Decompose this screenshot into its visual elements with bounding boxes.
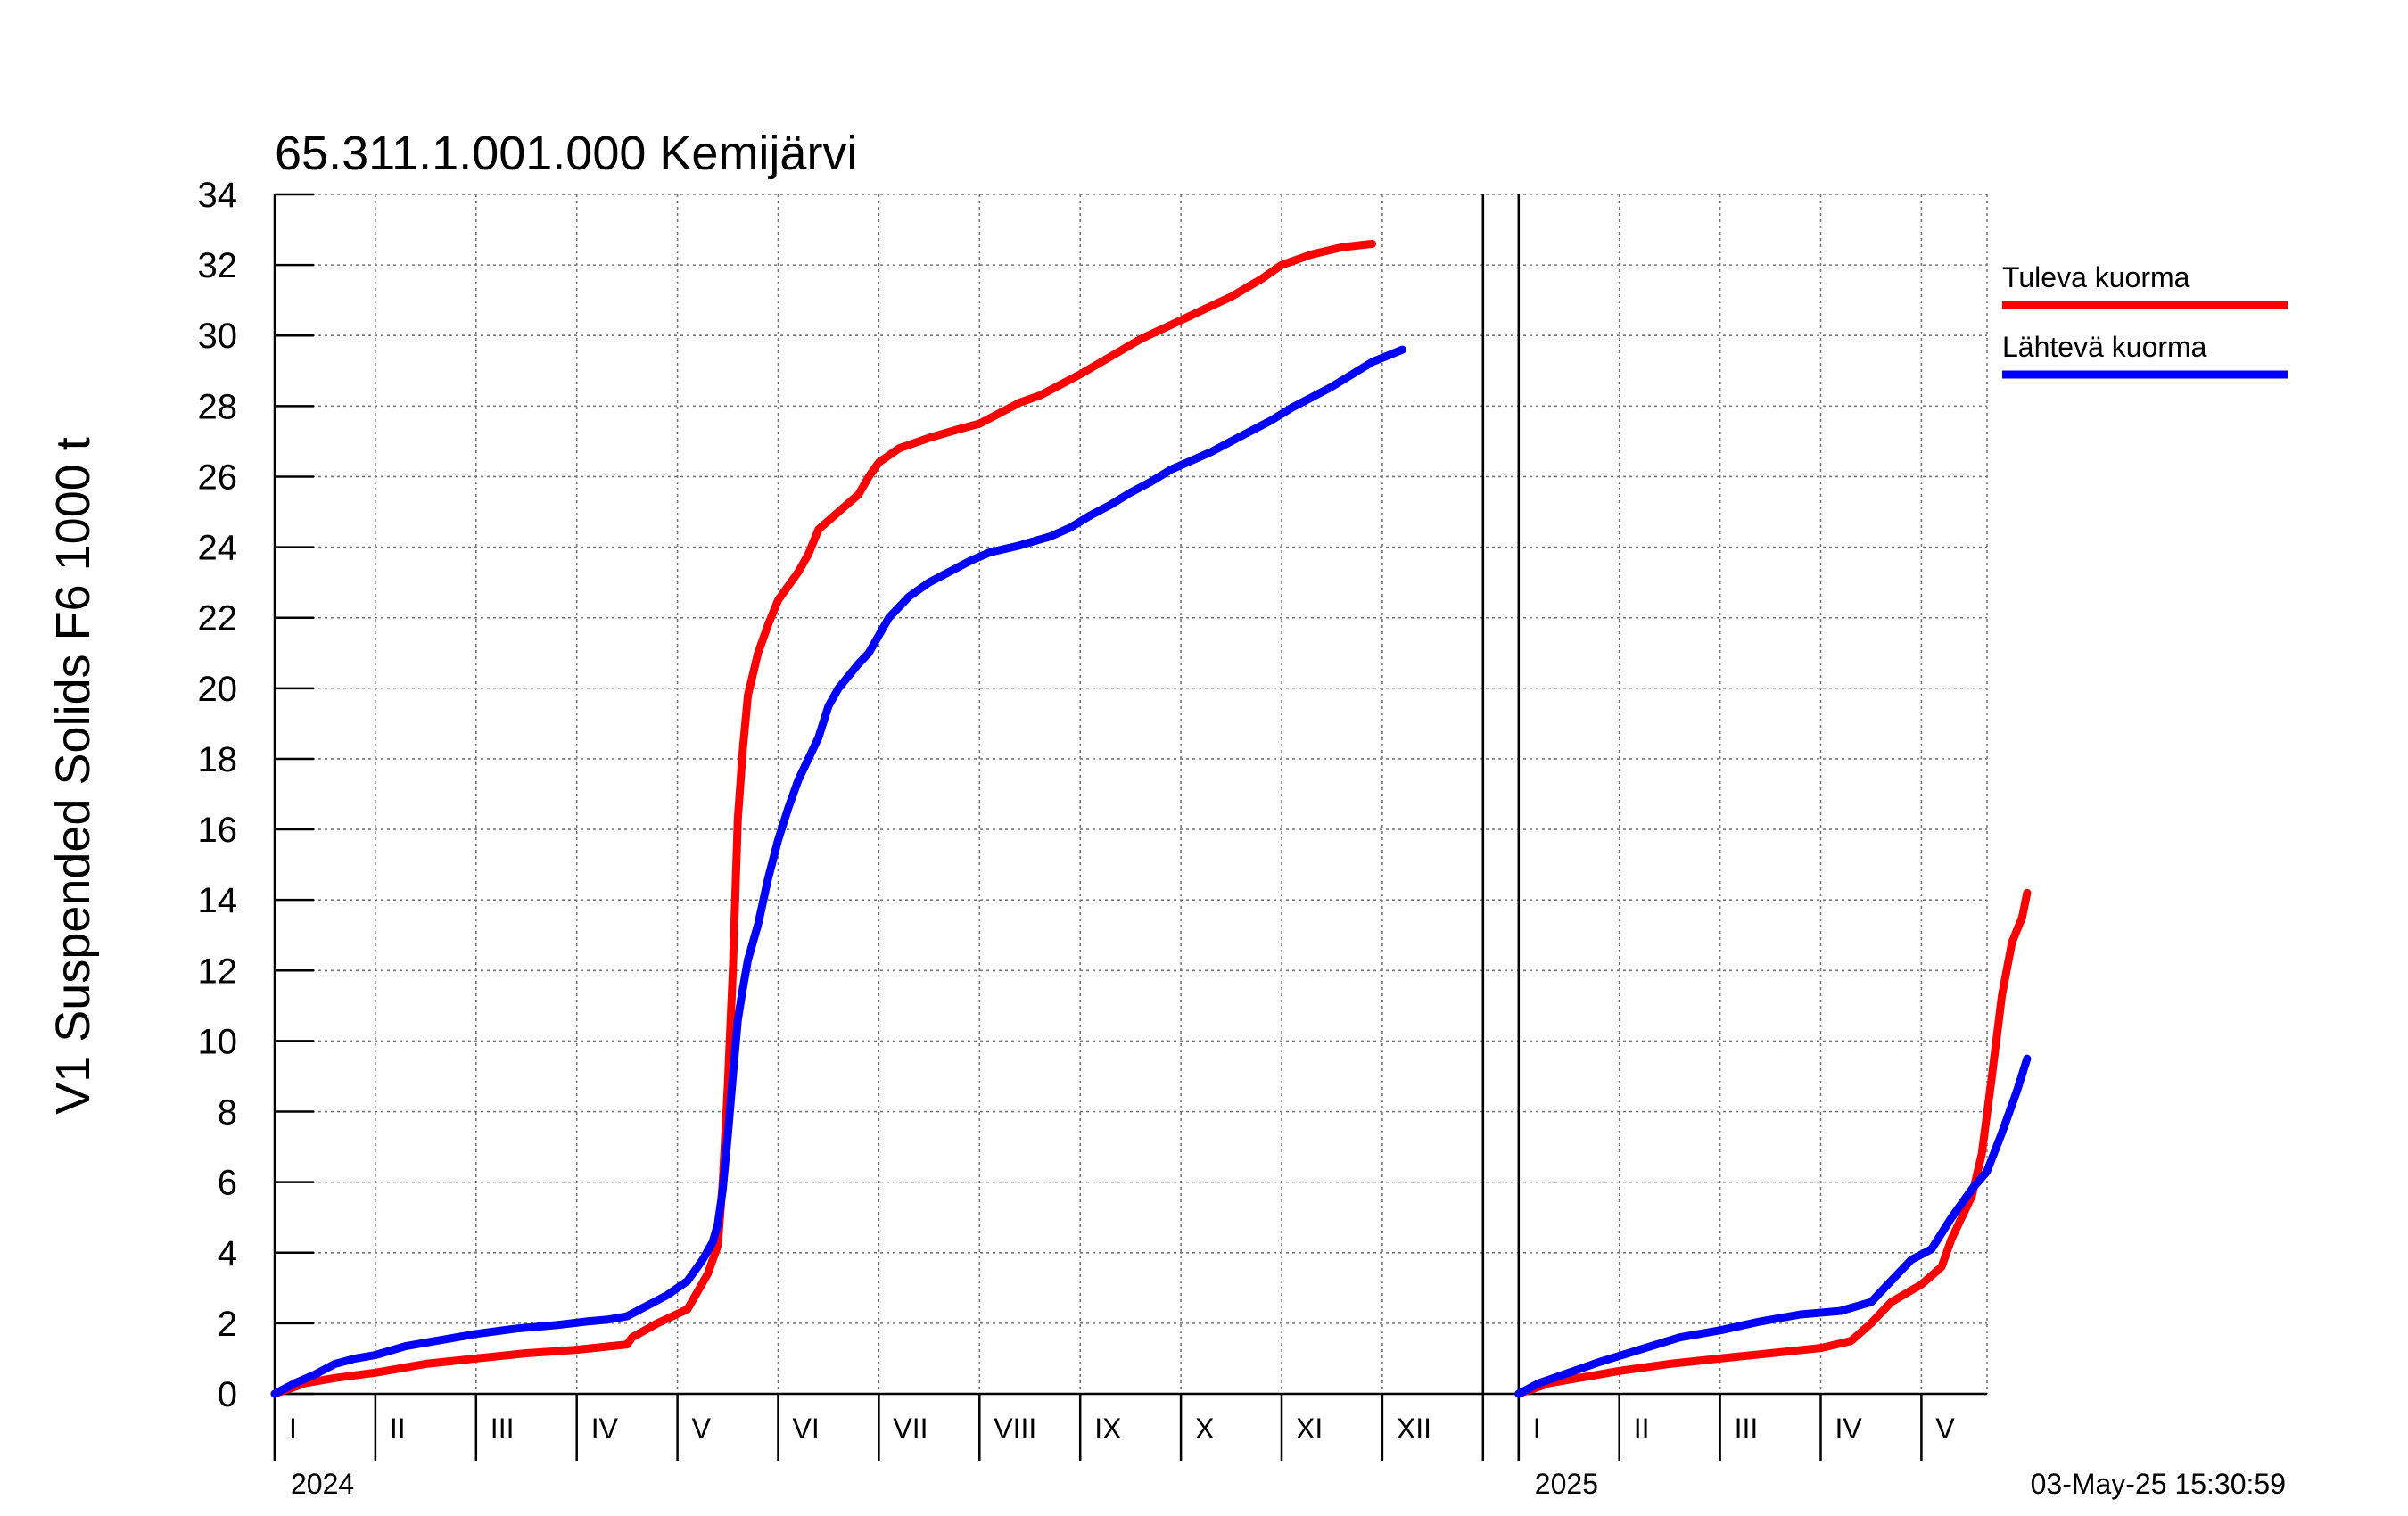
year-label: 2024 (291, 1468, 354, 1500)
month-label: XI (1296, 1413, 1323, 1445)
year-label: 2025 (1535, 1468, 1598, 1500)
series-line-tuleva-2024 (270, 239, 1377, 1398)
timestamp: 03-May-25 15:30:59 (2031, 1468, 2286, 1500)
series-lines (270, 239, 2032, 1398)
month-label: X (1195, 1413, 1214, 1445)
y-tick-label: 14 (198, 881, 238, 920)
month-label: VI (793, 1413, 820, 1445)
y-tick-label: 18 (198, 740, 238, 779)
y-axis-label: V1 Suspended Solids F6 1000 t (46, 437, 100, 1115)
series-line-lahteva-2025 (1514, 1054, 2032, 1398)
month-label: II (1634, 1413, 1650, 1445)
month-label: I (1533, 1413, 1541, 1445)
y-tick-label: 32 (198, 246, 238, 285)
month-label: III (1735, 1413, 1759, 1445)
month-label: IV (591, 1413, 619, 1445)
y-tick-label: 26 (198, 457, 238, 497)
chart-title: 65.311.1.001.000 Kemijärvi (275, 127, 857, 180)
y-tick-label: 6 (218, 1164, 237, 1203)
y-tick-label: 24 (198, 529, 238, 568)
y-tick-label: 16 (198, 811, 238, 850)
gridlines (274, 194, 1988, 1395)
y-tick-label: 2 (218, 1305, 237, 1344)
y-tick-label: 12 (198, 952, 238, 991)
month-label: III (491, 1413, 515, 1445)
y-tick-label: 0 (218, 1375, 237, 1414)
month-label: XII (1397, 1413, 1431, 1445)
legend-label-tuleva: Tuleva kuorma (2002, 261, 2190, 293)
month-label: V (692, 1413, 712, 1445)
month-label: IX (1094, 1413, 1121, 1445)
month-label: II (390, 1413, 406, 1445)
y-tick-label: 20 (198, 670, 238, 709)
month-label: I (289, 1413, 297, 1445)
axes (273, 193, 1987, 1461)
y-tick-label: 34 (198, 176, 238, 215)
y-tick-label: 30 (198, 317, 238, 356)
month-label: VII (893, 1413, 928, 1445)
y-tick-label: 22 (198, 599, 238, 639)
month-label: V (1935, 1413, 1955, 1445)
series-line-lahteva-2024 (270, 345, 1406, 1398)
month-label: VIII (994, 1413, 1036, 1445)
y-tick-label: 8 (218, 1093, 237, 1133)
y-tick-label: 10 (198, 1022, 238, 1061)
y-tick-label: 28 (198, 387, 238, 426)
legend: Tuleva kuorma Lähtevä kuorma (2002, 261, 2288, 379)
y-tick-label: 4 (218, 1234, 237, 1273)
series-line-tuleva-2025 (1514, 888, 2032, 1398)
legend-label-lahteva: Lähtevä kuorma (2002, 331, 2207, 363)
month-label: IV (1835, 1413, 1863, 1445)
